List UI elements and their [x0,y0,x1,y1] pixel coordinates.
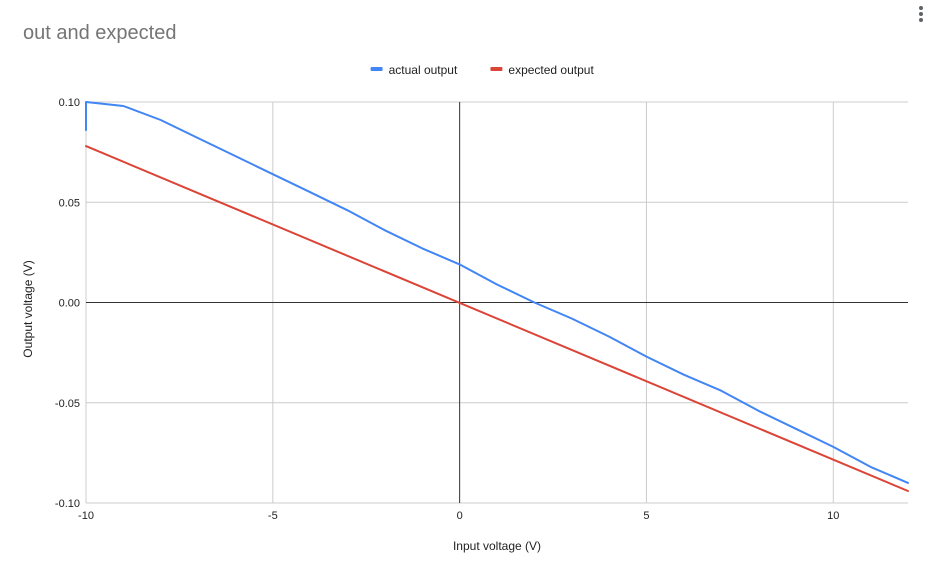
y-tick-label: 0.05 [59,197,80,209]
x-tick-label: 0 [457,510,463,522]
y-tick-labels: -0.10 -0.05 0.00 0.05 0.10 [55,97,80,510]
x-axis-label: Input voltage (V) [453,539,541,553]
y-tick-label: -0.05 [55,398,80,410]
legend[interactable]: actual output expected output [370,63,595,77]
x-tick-label: -10 [78,510,94,522]
y-tick-label: -0.10 [55,498,80,510]
chart-title: out and expected [23,22,177,44]
legend-item-actual-output[interactable]: actual output [370,63,458,77]
legend-swatch [490,67,503,71]
y-tick-label: 0.00 [59,298,80,310]
more-options-icon[interactable] [914,4,928,24]
series-lines [85,101,909,492]
x-tick-label: 10 [827,510,839,522]
legend-swatch [370,67,383,71]
zero-axes [86,102,908,503]
series-line-actual-output [85,101,909,484]
legend-label: actual output [389,63,458,77]
y-tick-label: 0.10 [59,97,80,109]
x-tick-label: 5 [643,510,649,522]
y-axis-label: Output voltage (V) [21,260,35,357]
series-line-expected-output [85,145,909,492]
x-tick-label: -5 [268,510,278,522]
legend-item-expected-output[interactable]: expected output [490,63,594,77]
x-tick-labels: -10 -5 0 5 10 [78,510,839,522]
legend-label: expected output [508,63,594,77]
